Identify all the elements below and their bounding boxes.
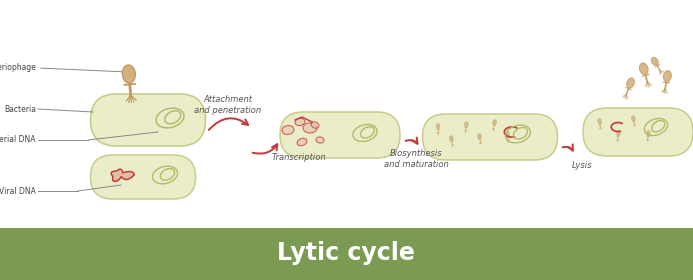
- Ellipse shape: [598, 118, 602, 124]
- Ellipse shape: [297, 138, 307, 146]
- Ellipse shape: [123, 65, 135, 83]
- Ellipse shape: [464, 122, 468, 127]
- Text: Attachment
and penetration: Attachment and penetration: [195, 95, 261, 115]
- FancyBboxPatch shape: [280, 112, 400, 158]
- Text: Biosynthesis
and maturation: Biosynthesis and maturation: [384, 149, 448, 169]
- Text: Lysis: Lysis: [572, 160, 593, 169]
- Ellipse shape: [506, 132, 509, 137]
- Ellipse shape: [493, 120, 497, 125]
- Ellipse shape: [303, 123, 317, 133]
- Ellipse shape: [663, 71, 672, 82]
- Bar: [0, 228, 693, 280]
- Ellipse shape: [640, 63, 648, 75]
- Text: Viral DNA: Viral DNA: [0, 186, 36, 195]
- Ellipse shape: [282, 125, 294, 134]
- Ellipse shape: [651, 57, 658, 66]
- Text: Bacteriophage: Bacteriophage: [0, 64, 36, 73]
- Ellipse shape: [316, 137, 324, 143]
- Ellipse shape: [477, 134, 482, 139]
- FancyBboxPatch shape: [91, 94, 206, 146]
- FancyBboxPatch shape: [583, 108, 693, 156]
- Text: Bacterial DNA: Bacterial DNA: [0, 136, 36, 144]
- Ellipse shape: [631, 116, 635, 121]
- Text: Bacteria: Bacteria: [4, 104, 36, 113]
- Ellipse shape: [436, 123, 440, 129]
- Ellipse shape: [295, 118, 305, 125]
- Text: Lytic cycle: Lytic cycle: [277, 241, 415, 265]
- Polygon shape: [111, 169, 134, 181]
- FancyBboxPatch shape: [423, 114, 557, 160]
- Ellipse shape: [626, 78, 635, 88]
- Text: Transcription: Transcription: [272, 153, 326, 162]
- Ellipse shape: [450, 136, 453, 141]
- Ellipse shape: [617, 130, 620, 136]
- Ellipse shape: [311, 122, 319, 128]
- FancyBboxPatch shape: [91, 155, 195, 199]
- Ellipse shape: [647, 130, 650, 136]
